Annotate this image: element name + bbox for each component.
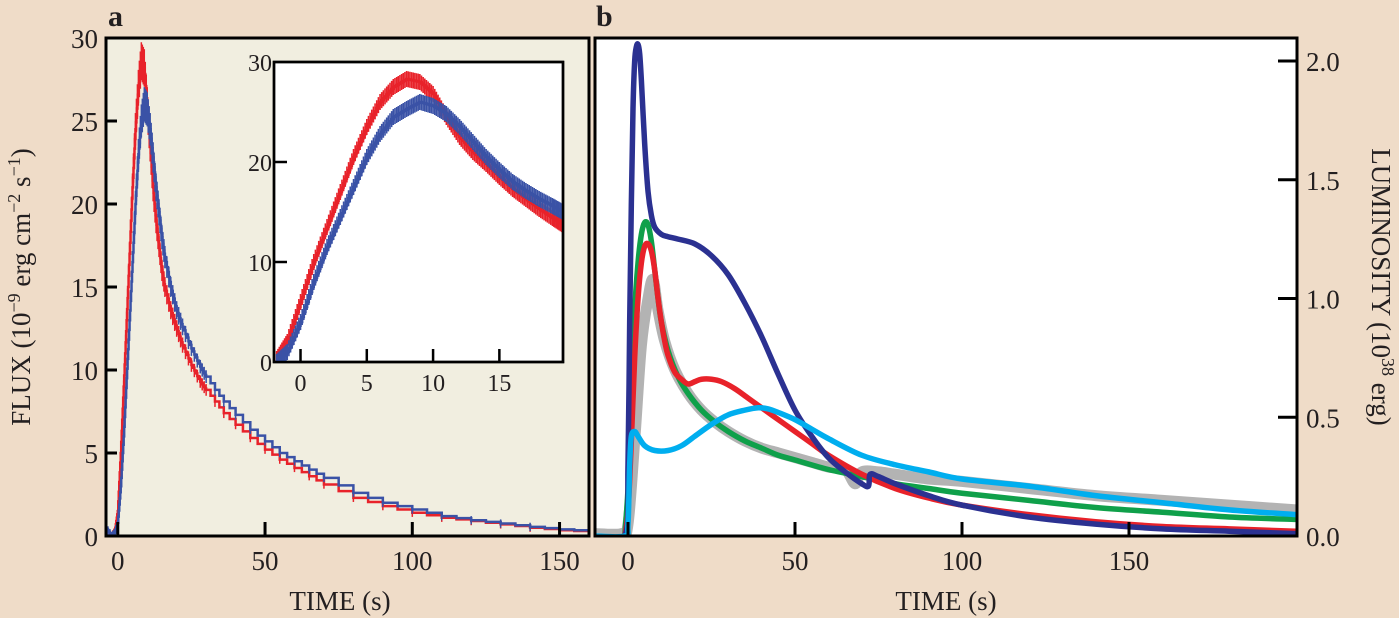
panel-b-series-green — [621, 218, 1297, 536]
panel-b: 0 50 100 150 0.0 0.5 1.0 1.5 2.0 TIME (s) LUMINO… — [593, 36, 1398, 616]
panel-b-label: b — [596, 0, 613, 33]
panel-b-frame — [593, 36, 1299, 538]
panel-b-xtick-label: 100 — [942, 546, 983, 576]
panel-a-ytick-label: 10 — [71, 356, 98, 386]
panel-a-xtick-label: 150 — [539, 546, 580, 576]
panel-b-xtick-label: 50 — [782, 546, 809, 576]
panel-a-xtick-label: 50 — [252, 546, 279, 576]
inset-frame — [272, 60, 565, 364]
panel-b-ticks: 0 50 100 150 0.0 0.5 1.0 1.5 2.0 — [621, 47, 1340, 576]
panel-a-ytick-label: 0 — [85, 522, 99, 552]
panel-a-xlabel: TIME (s) — [289, 586, 390, 616]
panel-b-plot-area — [595, 38, 1297, 536]
panel-a-frame — [104, 36, 591, 538]
inset-ytick-label: 10 — [248, 251, 272, 277]
inset-xtick-label: 15 — [487, 371, 511, 397]
inset-ytick-label: 0 — [260, 351, 272, 377]
inset-ytick-label: 30 — [248, 51, 272, 77]
panel-a-series — [106, 42, 589, 536]
panel-b-xlabel: TIME (s) — [895, 586, 996, 616]
panel-a-ytick-label: 20 — [71, 190, 98, 220]
inset-plot-area — [272, 60, 565, 364]
panel-b-ytick-label: 1.5 — [1306, 166, 1340, 196]
inset-xtick-label: 5 — [361, 371, 373, 397]
panel-b-ytick-label: 0.0 — [1306, 522, 1340, 552]
panel-b-xtick-label: 150 — [1109, 546, 1150, 576]
panel-a-xtick-label: 100 — [392, 546, 433, 576]
panel-a-ylabel: FLUX (10−9 erg cm−2 s−1) — [4, 148, 36, 425]
panel-a-label: a — [108, 0, 123, 33]
panel-b-xtick-label: 0 — [621, 546, 635, 576]
panel-a-inset: 0 5 10 15 0 10 20 30 — [248, 51, 565, 397]
panel-b-ytick-label: 0.5 — [1306, 403, 1340, 433]
panel-b-ytick-label: 1.0 — [1306, 285, 1340, 315]
panel-a-ytick-label: 25 — [71, 107, 98, 137]
panel-a-ytick-label: 15 — [71, 273, 98, 303]
panel-a-ytick-label: 5 — [85, 439, 99, 469]
inset-ticks: 0 5 10 15 0 10 20 30 — [248, 51, 511, 397]
panel-b-series-dark-blue — [595, 41, 1297, 536]
panel-a-ytick-label: 30 — [71, 24, 98, 54]
inset-xtick-label: 0 — [295, 371, 307, 397]
panel-b-series — [595, 41, 1297, 536]
inset-series — [275, 71, 563, 362]
panel-b-ytick-label: 2.0 — [1306, 47, 1340, 77]
inset-xtick-label: 10 — [421, 371, 445, 397]
panel-b-series-light-blue — [595, 404, 1297, 536]
panel-b-ylabel: LUMINOSITY (1038 erg) — [1366, 148, 1398, 425]
panel-a-xtick-label: 0 — [111, 546, 125, 576]
inset-ytick-label: 20 — [248, 151, 272, 177]
